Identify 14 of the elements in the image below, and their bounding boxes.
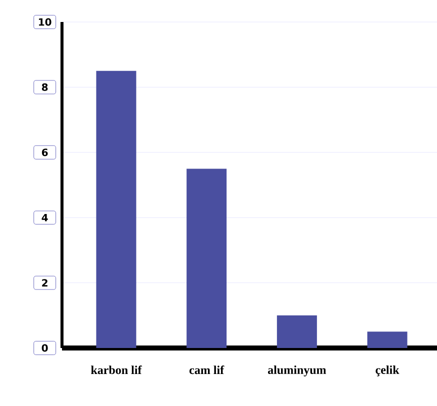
y-tick-label: 2 [42,279,48,286]
y-tick-label: 6 [42,148,48,156]
bar [367,332,408,348]
x-tick-label: aluminyum [268,366,326,376]
x-tick-label: karbon lif [91,366,142,374]
y-tick-label: 0 [42,344,48,352]
bar [96,70,136,348]
y-tick-label: 8 [42,83,48,91]
x-tick-label: çelik [376,366,400,376]
x-tick-label: cam lif [189,366,224,374]
bar [186,168,227,348]
y-tick-label: 10 [38,18,52,26]
bar [276,315,317,348]
y-tick-label: 4 [42,214,48,222]
